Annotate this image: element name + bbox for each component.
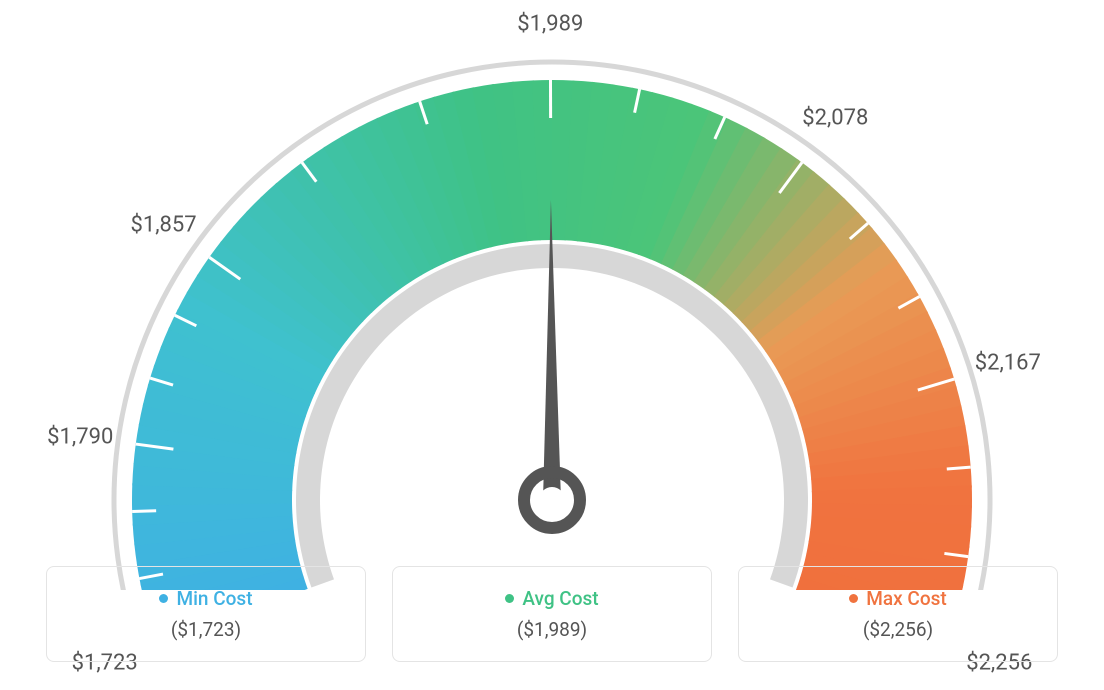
legend-max: Max Cost ($2,256): [738, 566, 1058, 662]
legend-max-label: Max Cost: [866, 587, 946, 610]
gauge-tick-label: $1,857: [130, 212, 196, 237]
legend-min: Min Cost ($1,723): [46, 566, 366, 662]
gauge-tick-label: $2,167: [975, 350, 1041, 375]
legend-avg-label: Avg Cost: [522, 587, 598, 610]
legend-min-label: Min Cost: [176, 587, 252, 610]
gauge-tick-label: $1,790: [47, 424, 113, 449]
legend-max-dot: [849, 594, 858, 603]
legend-avg-title: Avg Cost: [505, 587, 598, 610]
legend-avg: Avg Cost ($1,989): [392, 566, 712, 662]
gauge-tick-label: $1,989: [517, 12, 583, 37]
legend-min-value: ($1,723): [171, 618, 241, 641]
gauge-svg: [72, 30, 1032, 590]
legend-min-title: Min Cost: [159, 587, 252, 610]
legend-max-value: ($2,256): [863, 618, 933, 641]
legend-avg-value: ($1,989): [517, 618, 587, 641]
legend-avg-dot: [505, 594, 514, 603]
legend-min-dot: [159, 594, 168, 603]
cost-gauge: $1,723$1,790$1,857$1,989$2,078$2,167$2,2…: [72, 30, 1032, 550]
gauge-tick-label: $2,078: [802, 105, 868, 130]
legend-max-title: Max Cost: [849, 587, 946, 610]
legend-row: Min Cost ($1,723) Avg Cost ($1,989) Max …: [46, 566, 1058, 662]
